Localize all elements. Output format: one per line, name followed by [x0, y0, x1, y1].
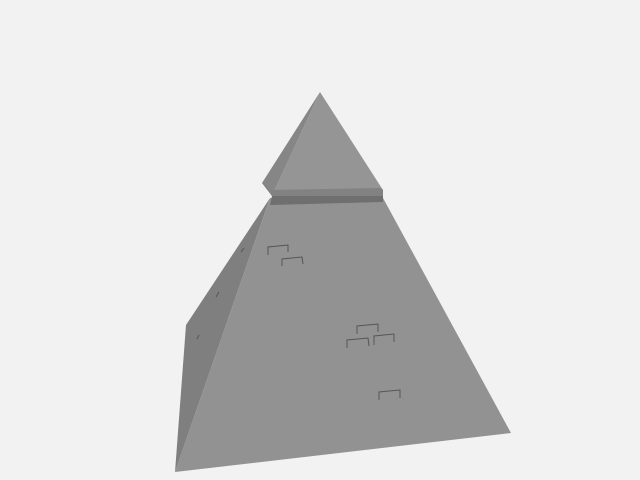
brick-detail — [378, 389, 401, 400]
brick-detail — [215, 291, 220, 298]
brick-detail — [356, 323, 379, 334]
pyramid-cap-ledge — [262, 183, 383, 196]
pyramid-ledge-shadow — [270, 196, 383, 205]
brick-detail — [240, 247, 245, 253]
brick-detail — [281, 256, 304, 266]
brick-detail — [346, 337, 370, 348]
brick-detail — [267, 244, 289, 255]
brick-detail — [196, 334, 200, 340]
pyramid-front-face — [175, 198, 511, 472]
brick-details — [196, 244, 401, 400]
brick-detail — [373, 333, 395, 345]
pyramid-cap-front-face — [272, 92, 383, 196]
pyramid-cap-left-face — [262, 92, 320, 196]
